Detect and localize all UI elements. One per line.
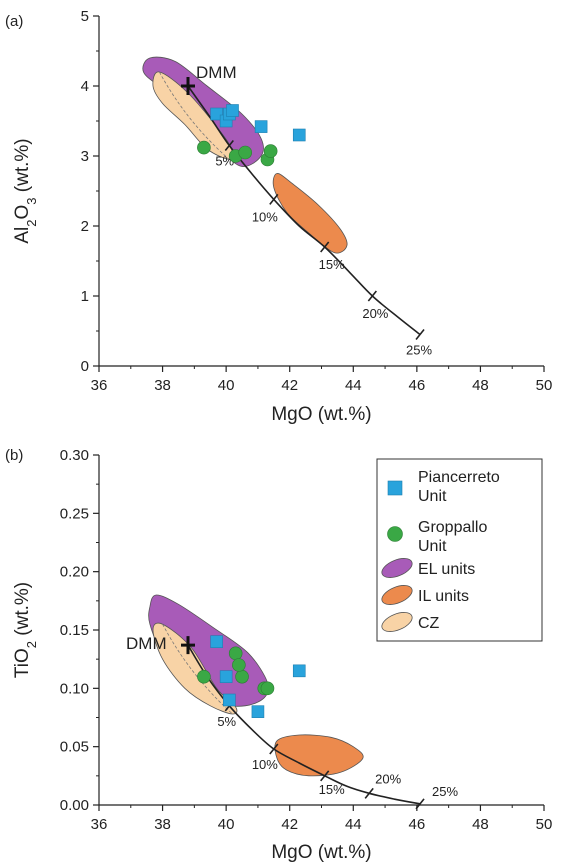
y-tick-label: 0.30: [60, 447, 89, 464]
x-tick-label: 42: [281, 377, 298, 394]
piancerreto-point: [251, 705, 265, 718]
curve-tick-mark: [367, 290, 377, 302]
y-axis-label: Al2O3 (wt.%): [12, 138, 39, 243]
x-tick-label: 38: [154, 816, 171, 833]
curve-tick-label: 20%: [375, 771, 401, 786]
legend: Piancerreto Unit Groppallo Unit EL units IL u…: [376, 458, 543, 642]
x-tick-label: 40: [218, 377, 235, 394]
curve-tick-label: 10%: [252, 757, 278, 772]
y-tick-label: 0.05: [60, 739, 89, 756]
x-tick-label: 48: [472, 377, 489, 394]
legend-box: [376, 458, 543, 642]
legend-cz-label: CZ: [418, 615, 440, 632]
legend-el-label: EL units: [418, 561, 475, 578]
curve-tick-label: 10%: [252, 209, 278, 224]
field-il-units: [272, 173, 348, 254]
x-tick-label: 40: [218, 816, 235, 833]
x-tick-label: 50: [536, 377, 553, 394]
curve-tick-mark: [320, 770, 330, 782]
groppallo-point: [197, 140, 211, 155]
x-tick-label: 36: [91, 377, 108, 394]
x-axis-label: MgO (wt.%): [271, 404, 371, 425]
y-axis-label: TiO2 (wt.%): [12, 582, 39, 678]
curve-tick-label: 15%: [319, 257, 345, 272]
dmm-label: DMM: [196, 63, 237, 82]
legend-piancerreto-label: Piancerreto: [418, 469, 500, 486]
y-tick-label: 0.00: [60, 797, 89, 814]
legend-groppallo-label: Groppallo: [418, 519, 487, 536]
curve-tick-label: 5%: [217, 714, 236, 729]
panel-b: 5% 10% 15% 20% 25% DMM 36 38 40 42 44 46 48 50 0.00 0.0…: [5, 447, 552, 863]
piancerreto-point: [292, 128, 306, 142]
groppallo-point: [238, 145, 253, 160]
dmm-marker: [181, 77, 195, 95]
legend-piancerreto-label: Unit: [418, 488, 447, 505]
legend-il-icon: [381, 585, 413, 605]
melting-curve: [187, 85, 421, 336]
piancerreto-point: [210, 635, 223, 648]
x-tick-label: 44: [345, 816, 362, 833]
curve-tick-mark: [364, 787, 374, 799]
x-axis-label: MgO (wt.%): [271, 842, 371, 863]
x-tick-label: 50: [536, 816, 553, 833]
y-tick-label: 5: [81, 8, 89, 25]
groppallo-point: [232, 658, 246, 672]
curve-tick-label: 25%: [432, 784, 458, 799]
field-il-units: [274, 734, 364, 777]
y-tick-label: 2: [81, 218, 89, 235]
piancerreto-point: [210, 107, 223, 121]
curve-tick-label: 20%: [362, 306, 388, 321]
piancerreto-point: [292, 664, 306, 678]
curve-tick-mark: [224, 140, 234, 151]
curve-tick-mark: [269, 743, 279, 755]
x-tick-label: 42: [281, 816, 298, 833]
piancerreto-point: [219, 670, 233, 683]
x-tick-label: 44: [345, 377, 362, 394]
y-tick-label: 0.10: [60, 680, 89, 697]
legend-il-label: IL units: [418, 588, 469, 605]
y-tick-label: 1: [81, 288, 89, 305]
curve-tick-label: 15%: [319, 782, 345, 797]
panel-label: (b): [5, 447, 23, 464]
y-tick-label: 0.20: [60, 564, 89, 581]
groppallo-point: [235, 669, 249, 684]
x-tick-label: 38: [154, 377, 171, 394]
x-tick-label: 46: [409, 377, 426, 394]
legend-el-icon: [381, 558, 413, 578]
groppallo-point: [263, 144, 278, 158]
piancerreto-point: [226, 104, 239, 117]
x-tick-label: 36: [91, 816, 108, 833]
curve-tick-mark: [415, 329, 425, 340]
dmm-label: DMM: [126, 634, 167, 653]
legend-piancerreto-icon: [387, 480, 403, 496]
y-tick-label: 4: [81, 78, 89, 95]
legend-cz-icon: [381, 612, 413, 632]
y-tick-label: 0.15: [60, 622, 89, 639]
piancerreto-point: [223, 693, 236, 707]
groppallo-point: [260, 681, 275, 696]
groppallo-point: [197, 669, 211, 684]
x-tick-label: 48: [472, 816, 489, 833]
panel-label: (a): [5, 13, 23, 30]
melting-curve: [187, 644, 421, 805]
y-tick-label: 0: [81, 358, 89, 375]
curve-tick-label: 25%: [406, 343, 432, 358]
piancerreto-point: [254, 120, 268, 133]
legend-groppallo-label: Unit: [418, 538, 447, 555]
groppallo-point: [228, 646, 243, 661]
dmm-marker: [181, 636, 195, 655]
field-cz: [152, 622, 238, 715]
y-tick-label: 3: [81, 148, 89, 165]
y-tick-label: 0.25: [60, 505, 89, 522]
legend-groppallo-icon: [387, 526, 403, 542]
curve-tick-mark: [269, 193, 279, 205]
x-tick-label: 46: [409, 816, 426, 833]
curve-tick-mark: [320, 241, 330, 253]
cz-dashed-line: [159, 71, 230, 160]
